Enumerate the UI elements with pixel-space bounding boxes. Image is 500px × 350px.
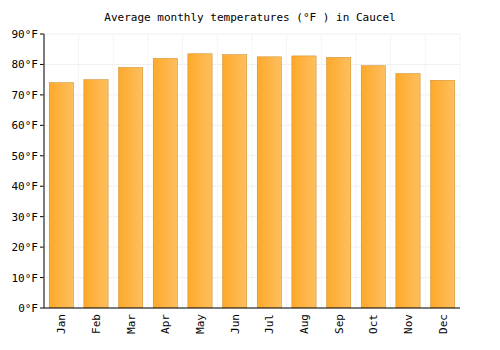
tick-mark: [40, 247, 44, 248]
bar: [223, 55, 247, 308]
bar: [84, 80, 108, 308]
grid-line-v: [113, 34, 114, 308]
grid-line-v: [44, 34, 45, 308]
bars: [49, 54, 455, 308]
tick-mark: [40, 34, 44, 35]
bar: [257, 57, 281, 308]
x-axis: [44, 308, 460, 309]
grid-line-v: [148, 34, 149, 308]
grid-line-v: [321, 34, 322, 308]
x-tick-label: Oct: [367, 314, 380, 334]
y-tick-label: 30°F: [12, 211, 39, 224]
x-tick-label: Nov: [402, 314, 415, 334]
y-tick-label: 80°F: [12, 58, 39, 71]
x-tick-label: Jan: [55, 314, 68, 334]
title: Average monthly temperatures (°F ) in Ca…: [104, 11, 395, 24]
grid-line-v: [460, 34, 461, 308]
tick-mark: [40, 277, 44, 278]
bar: [292, 56, 316, 308]
grid-line: [44, 308, 460, 309]
y-tick-label: 50°F: [12, 150, 39, 163]
x-tick-label: May: [194, 314, 207, 334]
bar: [396, 74, 420, 308]
tick-mark: [40, 216, 44, 217]
x-tick-label: Mar: [125, 314, 138, 334]
x-tick-label: Dec: [437, 314, 450, 334]
y-tick-label: 10°F: [12, 272, 39, 285]
y-axis: [44, 34, 45, 308]
x-tick-label: Jul: [263, 314, 276, 334]
tick-mark: [40, 155, 44, 156]
x-tick-label: Apr: [159, 314, 172, 334]
bar: [188, 54, 212, 308]
x-tick-label: Sep: [333, 314, 346, 334]
grid-line-v: [182, 34, 183, 308]
bar: [361, 66, 385, 308]
grid-line-v: [252, 34, 253, 308]
bar: [49, 83, 73, 308]
x-tick-label: Aug: [298, 314, 311, 334]
grid-line-v: [425, 34, 426, 308]
y-tick-label: 90°F: [12, 28, 39, 41]
bar: [431, 80, 455, 308]
x-tick-label: Jun: [229, 314, 242, 334]
tick-mark: [40, 64, 44, 65]
grid-line-v: [217, 34, 218, 308]
tick-mark: [40, 186, 44, 187]
tick-mark: [40, 125, 44, 126]
y-tick-label: 20°F: [12, 241, 39, 254]
bar: [119, 67, 143, 308]
grid-line-v: [390, 34, 391, 308]
y-tick-label: 40°F: [12, 180, 39, 193]
y-tick-label: 70°F: [12, 89, 39, 102]
bar: [153, 58, 177, 308]
tick-mark: [40, 308, 44, 309]
x-tick-label: Feb: [90, 314, 103, 334]
y-tick-label: 60°F: [12, 119, 39, 132]
bar: [327, 57, 351, 308]
y-tick-label: 0°F: [18, 302, 38, 315]
tick-mark: [40, 94, 44, 95]
grid-line-v: [78, 34, 79, 308]
grid-line-v: [286, 34, 287, 308]
chart: Average monthly temperatures (°F ) in Ca…: [0, 0, 500, 350]
grid-line-v: [356, 34, 357, 308]
